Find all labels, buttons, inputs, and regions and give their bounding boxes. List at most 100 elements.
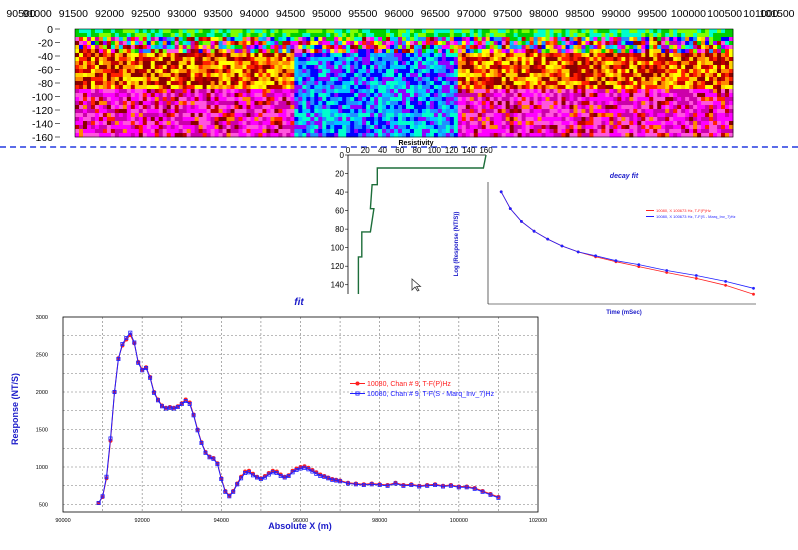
section-cell: [130, 85, 136, 90]
section-cell: [673, 85, 678, 90]
section-cell: [669, 121, 674, 126]
section-cell: [665, 73, 670, 78]
section-cell: [593, 105, 598, 110]
section-cell: [322, 85, 327, 90]
section-cell: [94, 117, 100, 122]
section-cell: [509, 81, 515, 86]
section-cell: [78, 53, 84, 58]
section-cell: [262, 45, 267, 50]
fit-point: [120, 342, 125, 347]
decay-point: [724, 283, 727, 287]
section-cell: [481, 117, 487, 122]
section-cell: [517, 105, 523, 110]
section-cell: [118, 49, 124, 54]
section-cell: [374, 29, 379, 34]
section-cell: [581, 33, 586, 38]
section-cell: [633, 101, 638, 106]
section-cell: [90, 53, 96, 58]
section-cell: [429, 89, 435, 94]
section-cell: [178, 121, 184, 126]
section-cell: [429, 81, 435, 86]
section-cell: [370, 85, 375, 90]
section-cell: [310, 33, 315, 38]
section-cell: [729, 69, 734, 74]
section-cell: [346, 117, 351, 122]
section-cell: [709, 73, 714, 78]
section-cell: [673, 49, 678, 54]
section-cell: [661, 117, 666, 122]
section-cell: [533, 89, 538, 94]
section-cell: [585, 73, 590, 78]
section-cell: [150, 49, 156, 54]
section-cell: [98, 81, 104, 86]
section-cell: [302, 133, 307, 138]
section-cell: [493, 57, 499, 62]
section-cell: [370, 101, 375, 106]
section-frame: [74, 28, 734, 138]
section-cell: [142, 33, 148, 38]
section-cell: [202, 49, 207, 54]
section-cell: [721, 89, 726, 94]
section-cell: [206, 81, 211, 86]
decay-point: [637, 263, 641, 266]
section-cell: [330, 37, 335, 42]
section-cell: [158, 41, 164, 46]
section-cell: [653, 61, 658, 66]
section-x-tick: 96500: [421, 8, 450, 20]
section-cell: [134, 97, 140, 102]
section-cell: [310, 69, 315, 74]
section-cell: [677, 53, 682, 58]
section-cell: [358, 85, 363, 90]
section-cell: [725, 81, 730, 86]
section-cell: [701, 57, 706, 62]
section-cell: [302, 49, 307, 54]
section-cell: [354, 53, 359, 58]
section-cell: [150, 89, 156, 94]
section-cell: [258, 57, 263, 62]
section-cell: [78, 57, 84, 62]
section-cell: [541, 89, 546, 94]
section-cell: [489, 73, 495, 78]
section-cell: [513, 45, 519, 50]
section-cell: [673, 89, 678, 94]
section-cell: [481, 89, 487, 94]
section-cell: [182, 121, 188, 126]
section-cell: [409, 53, 415, 58]
section-cell: [386, 33, 391, 38]
section-cell: [322, 109, 327, 114]
section-cell: [677, 121, 682, 126]
section-cell: [473, 129, 479, 134]
section-cell: [142, 117, 148, 122]
fit-frame: [62, 316, 539, 513]
section-cell: [453, 97, 459, 102]
section-cell: [729, 61, 734, 66]
section-cell: [262, 69, 267, 74]
section-cell: [553, 33, 558, 38]
section-cell: [709, 109, 714, 114]
section-cell: [174, 113, 180, 118]
section-cell: [625, 101, 630, 106]
section-cell: [457, 85, 463, 90]
section-cell: [433, 129, 439, 134]
section-cell: [641, 93, 646, 98]
section-cell: [370, 113, 375, 118]
section-cell: [206, 97, 211, 102]
section-cell: [354, 85, 359, 90]
section-cell: [533, 129, 538, 134]
resistivity-x-tick-labels: 0 20 40 60 80 100 120 140 160: [346, 146, 493, 155]
resistivity-x-tick: 60: [395, 146, 404, 155]
section-cell: [214, 41, 219, 46]
section-cell: [286, 105, 291, 110]
section-cell: [234, 85, 239, 90]
section-cell: [186, 113, 192, 118]
section-cell: [529, 37, 535, 42]
section-cell: [190, 33, 196, 38]
section-cell: [581, 105, 586, 110]
section-cell: [417, 61, 423, 66]
section-cell: [326, 33, 331, 38]
section-cell: [402, 113, 407, 118]
section-cell: [90, 105, 96, 110]
section-cell: [525, 125, 531, 130]
section-x-tick: 91000: [23, 8, 52, 20]
section-cell: [390, 41, 395, 46]
